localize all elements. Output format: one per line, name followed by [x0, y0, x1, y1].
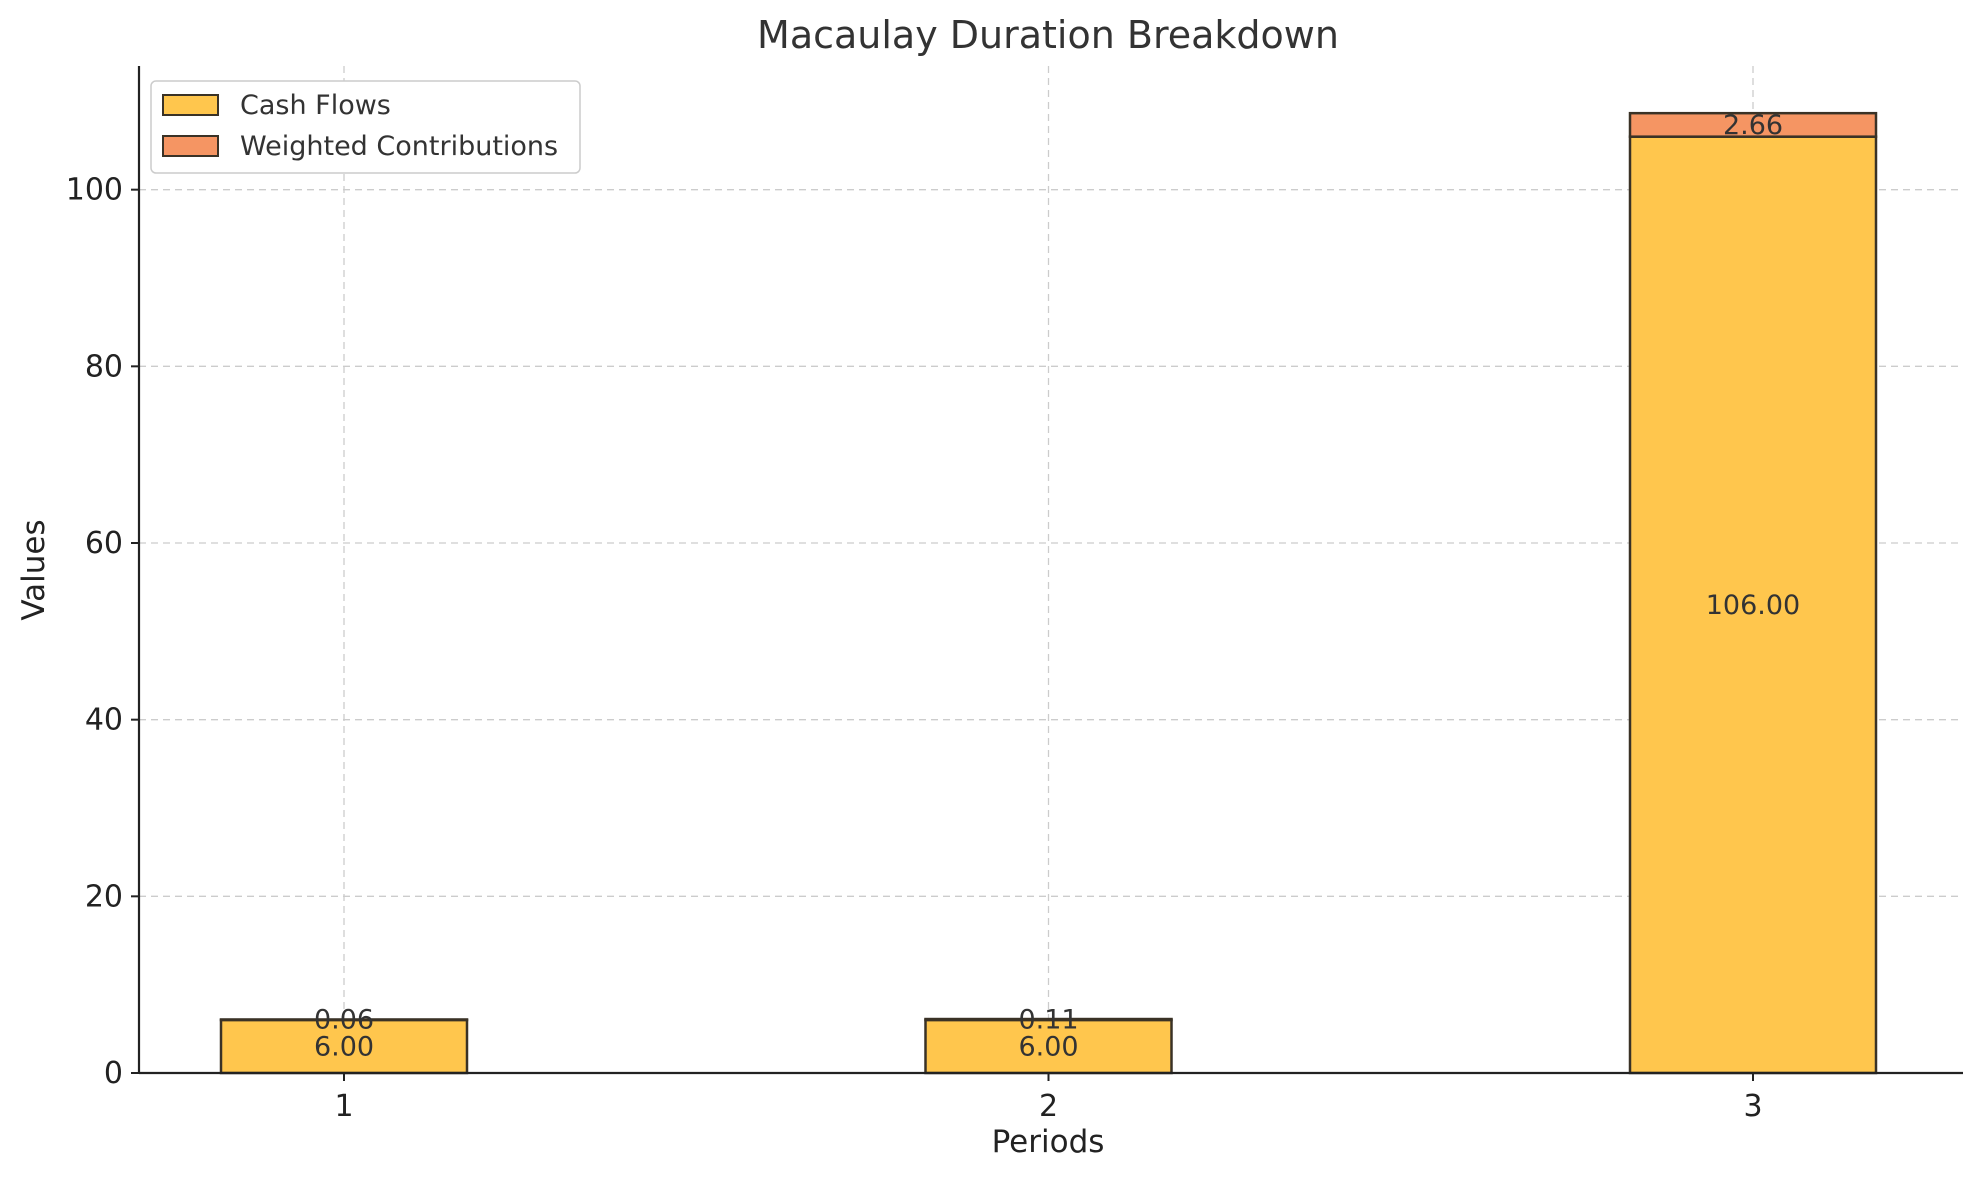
data-label-cash-flows: 106.00 — [1706, 590, 1800, 621]
legend: Cash Flows Weighted Contributions — [150, 80, 581, 174]
y-tick-label: 40 — [85, 703, 123, 738]
data-labels: 6.00 6.00 106.00 0.06 0.11 2.66 — [314, 110, 1800, 1063]
axes — [137, 66, 1963, 1075]
y-tick-label: 60 — [85, 526, 123, 561]
x-tick-label: 2 — [1039, 1089, 1058, 1124]
bar-weighted-contributions — [1628, 111, 1878, 138]
bar-cash-flows — [219, 1018, 469, 1075]
legend-swatch-cash-flows — [162, 94, 219, 116]
data-label-weighted-contributions: 0.06 — [314, 1005, 374, 1036]
bar-weighted-contributions — [219, 1018, 469, 1022]
bars — [219, 111, 1878, 1075]
legend-label-weighted-contributions: Weighted Contributions — [240, 131, 558, 162]
bar-weighted-contributions — [924, 1017, 1173, 1022]
data-label-cash-flows: 6.00 — [314, 1032, 374, 1063]
ticks: 0 20 40 60 80 100 1 2 3 — [66, 173, 1763, 1124]
data-label-weighted-contributions: 2.66 — [1723, 110, 1783, 141]
chart-title: Macaulay Duration Breakdown — [757, 13, 1339, 57]
y-axis-label: Values — [16, 519, 52, 620]
y-tick-label: 100 — [66, 173, 123, 208]
data-label-weighted-contributions: 0.11 — [1018, 1005, 1078, 1036]
y-tick-label: 80 — [85, 349, 123, 384]
data-label-cash-flows: 6.00 — [1018, 1032, 1078, 1063]
x-axis-label: Periods — [992, 1124, 1105, 1160]
y-tick-label: 0 — [104, 1056, 123, 1091]
legend-swatch-weighted-contributions — [162, 135, 219, 157]
x-tick-label: 1 — [334, 1089, 353, 1124]
legend-box — [150, 80, 581, 174]
legend-label-cash-flows: Cash Flows — [240, 90, 391, 121]
bar-cash-flows — [1628, 135, 1878, 1075]
y-tick-label: 20 — [85, 879, 123, 914]
x-tick-label: 3 — [1743, 1089, 1762, 1124]
